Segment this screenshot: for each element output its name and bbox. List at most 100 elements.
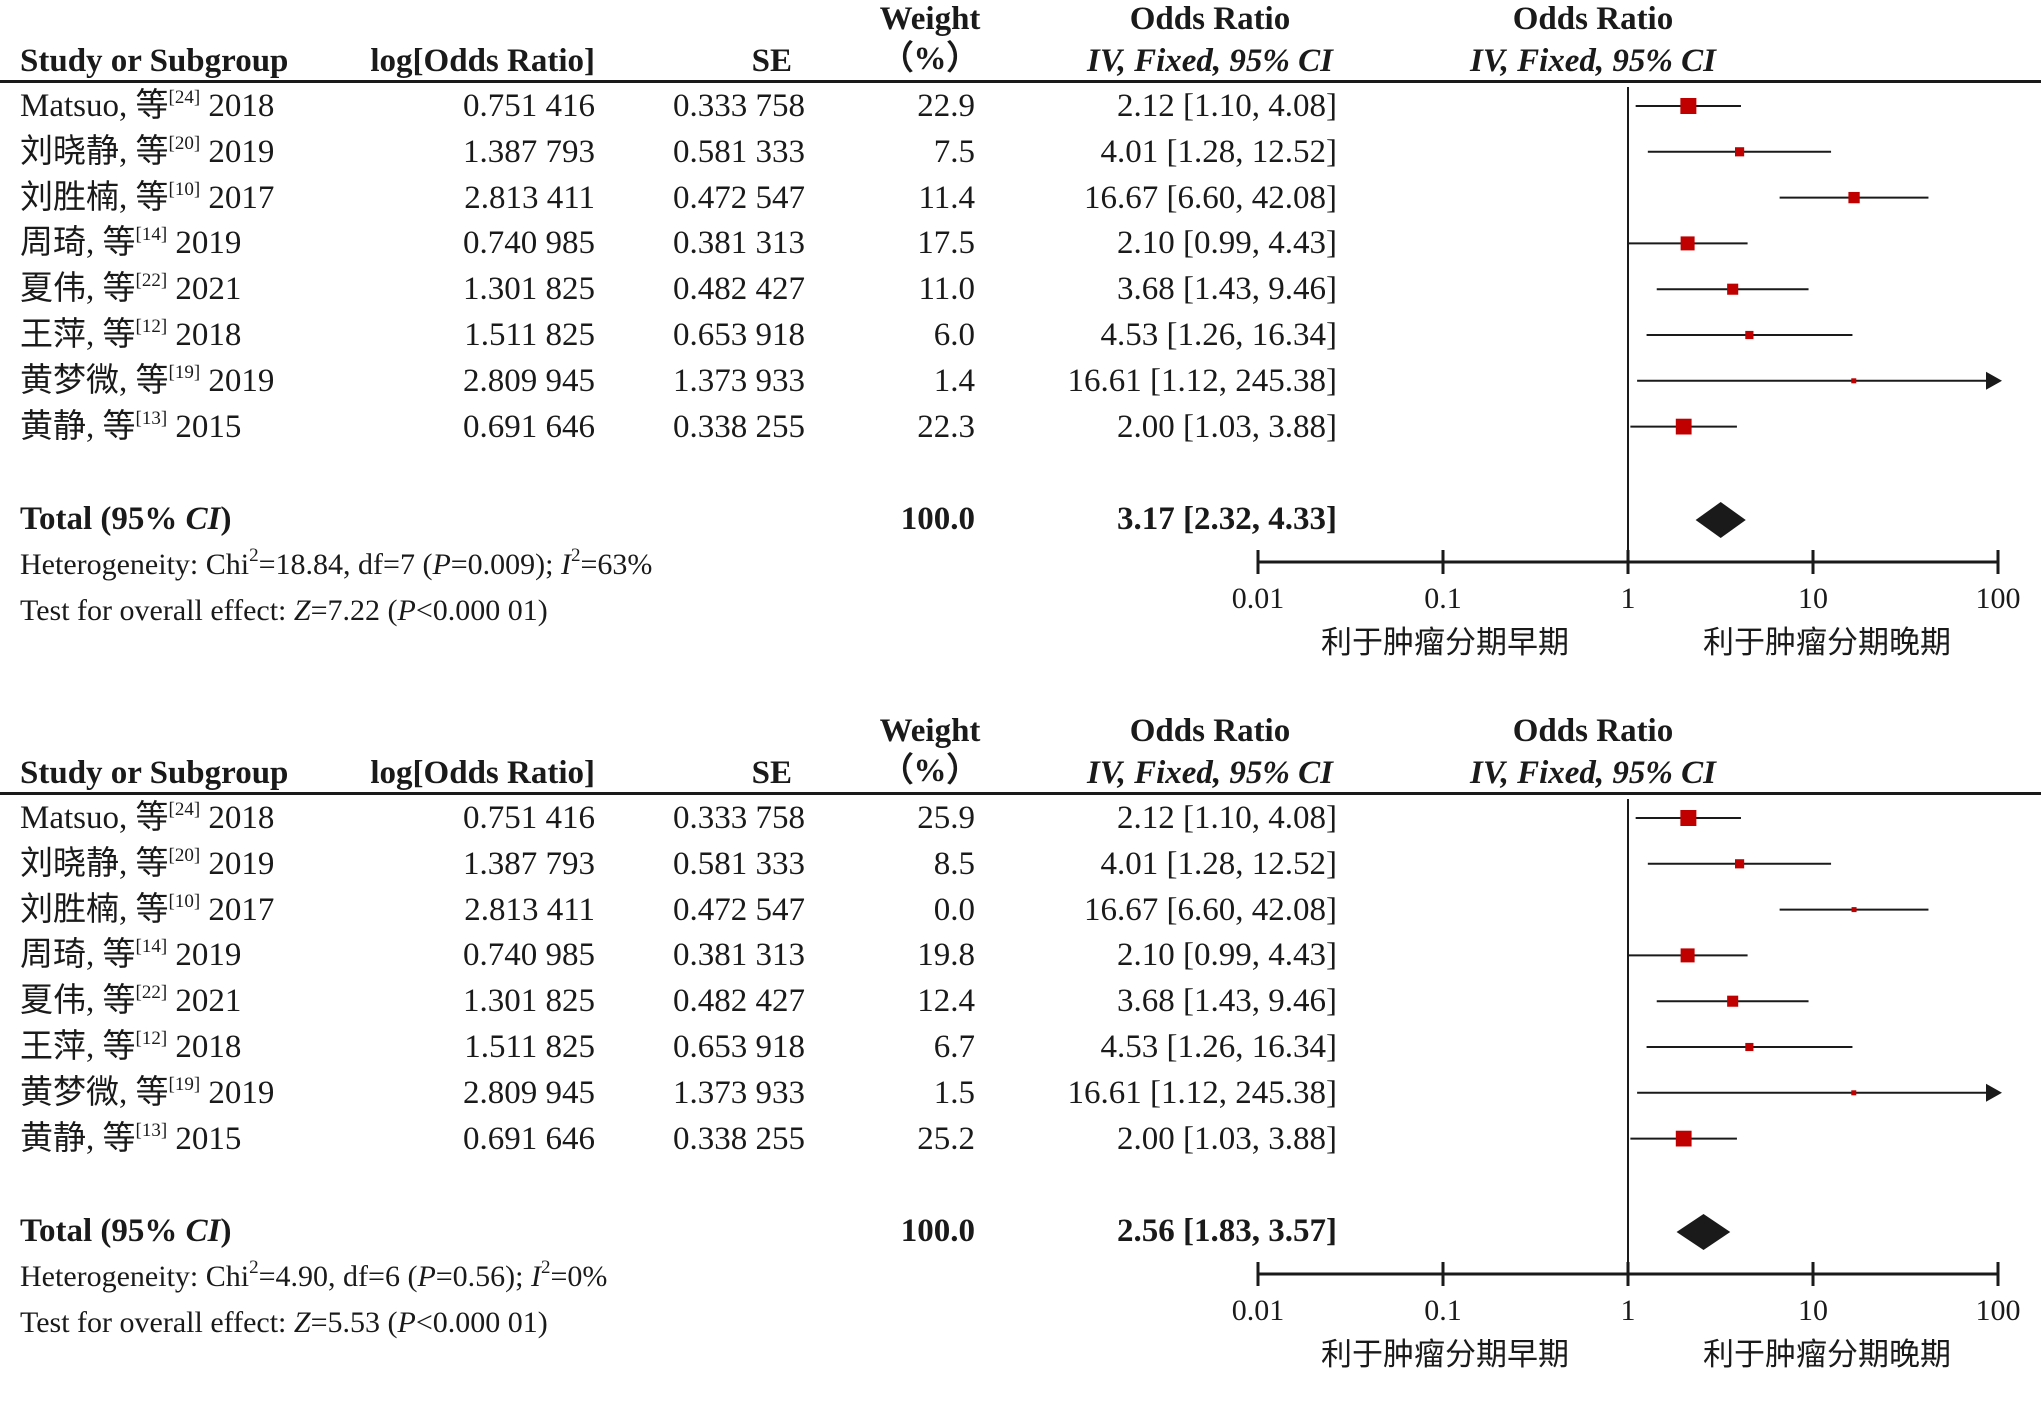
se-value: 0.338 255 xyxy=(673,408,805,445)
study-year: 2019 xyxy=(175,225,242,262)
study-year: 2017 xyxy=(208,891,275,928)
study-year: 2019 xyxy=(208,362,275,399)
study-name: Matsuo, 等[24] 2018 xyxy=(20,87,274,125)
study-author: 夏伟, 等 xyxy=(20,271,136,308)
study-reference: [12] xyxy=(135,316,168,337)
study-year: 2018 xyxy=(208,88,275,124)
study-year: 2018 xyxy=(175,317,242,353)
se-value: 0.581 333 xyxy=(673,133,805,170)
study-marker xyxy=(1675,418,1692,435)
study-reference: [12] xyxy=(135,1028,168,1049)
study-author: Matsuo, 等 xyxy=(20,88,169,124)
het-prefix: Heterogeneity: Chi xyxy=(20,1260,250,1293)
or-ci-value: 2.12 [1.10, 4.08] xyxy=(1117,88,1337,124)
total-label-ci: CI xyxy=(185,1213,221,1249)
study-name: Matsuo, 等[24] 2018 xyxy=(20,799,274,837)
x-tick-label: 100 xyxy=(1975,1294,2021,1327)
study-header: Study or Subgroup xyxy=(20,755,289,791)
weight-value: 11.4 xyxy=(918,179,975,216)
weight-value: 6.0 xyxy=(933,317,975,353)
log-or-value: 0.751 416 xyxy=(463,800,595,836)
log-or-value: 1.301 825 xyxy=(463,271,595,308)
study-year: 2018 xyxy=(208,800,275,836)
total-label-text: Total (95% xyxy=(20,1213,186,1249)
weight-value: 25.2 xyxy=(917,1120,975,1157)
study-reference: [13] xyxy=(135,407,168,429)
study-name: 刘晓静, 等[20] 2019 xyxy=(20,133,274,171)
study-author: 黄梦微, 等 xyxy=(20,362,169,399)
weight-value: 12.4 xyxy=(917,983,975,1020)
or-header: Odds Ratio xyxy=(1129,1,1291,37)
se-value: 1.373 933 xyxy=(673,1074,805,1111)
study-header: Study or Subgroup xyxy=(20,43,289,79)
se-value: 0.472 547 xyxy=(673,179,805,216)
het-sup: 2 xyxy=(249,545,259,566)
study-name: 王萍, 等[12] 2018 xyxy=(20,1028,241,1066)
log-or-value: 2.813 411 xyxy=(464,179,595,216)
x-tick-label: 10 xyxy=(1798,582,1828,615)
weight-value: 17.5 xyxy=(917,225,975,262)
study-reference: [22] xyxy=(135,270,168,292)
or-header: Odds Ratio xyxy=(1129,713,1291,749)
log-or-value: 0.740 985 xyxy=(463,937,595,974)
study-marker xyxy=(1680,948,1695,963)
weight-value: 1.4 xyxy=(933,362,975,399)
overall-z: Z xyxy=(293,594,311,627)
log-or-value: 0.740 985 xyxy=(463,225,595,262)
total-or-ci: 3.17 [2.32, 4.33] xyxy=(1117,501,1337,537)
study-marker xyxy=(1680,810,1697,826)
study-marker xyxy=(1675,1130,1692,1147)
overall-text1: =5.53 ( xyxy=(310,1306,398,1339)
study-reference: [19] xyxy=(168,361,201,383)
weight-value: 11.0 xyxy=(918,271,975,308)
log-or-header: log[Odds Ratio] xyxy=(370,43,595,79)
study-year: 2021 xyxy=(175,271,242,308)
se-value: 0.338 255 xyxy=(673,1120,805,1157)
weight-value: 7.5 xyxy=(933,133,975,170)
total-or-ci: 2.56 [1.83, 3.57] xyxy=(1117,1213,1337,1249)
study-marker xyxy=(1851,378,1857,384)
overall-effect-text: Test for overall effect: Z=5.53 (P<0.000… xyxy=(20,1304,548,1342)
se-value: 0.472 547 xyxy=(673,891,805,928)
total-label: Total (95% CI) xyxy=(20,500,232,538)
study-author: 夏伟, 等 xyxy=(20,983,136,1020)
log-or-value: 1.387 793 xyxy=(463,133,595,170)
weight-value: 25.9 xyxy=(917,800,975,836)
se-value: 0.482 427 xyxy=(673,271,805,308)
log-or-header: log[Odds Ratio] xyxy=(370,755,595,791)
ci-arrow xyxy=(1986,1083,2002,1102)
x-tick-label: 0.01 xyxy=(1231,1294,1285,1327)
study-name: 黄静, 等[13] 2015 xyxy=(20,1120,241,1158)
het-sup: 2 xyxy=(249,1257,259,1278)
study-reference: [20] xyxy=(168,844,201,866)
overall-p: P xyxy=(397,594,416,627)
or-ci-value: 2.00 [1.03, 3.88] xyxy=(1117,1120,1337,1157)
or-ci-value: 16.67 [6.60, 42.08] xyxy=(1084,891,1337,928)
or-ci-value: 3.68 [1.43, 9.46] xyxy=(1117,271,1337,308)
study-reference: [14] xyxy=(135,224,168,246)
se-value: 1.373 933 xyxy=(673,362,805,399)
or-method-header: IV, Fixed, 95% CI xyxy=(1086,755,1334,791)
overall-text1: =7.22 ( xyxy=(310,594,398,627)
study-year: 2019 xyxy=(208,845,275,882)
study-marker xyxy=(1735,147,1745,157)
study-reference: [10] xyxy=(168,178,201,200)
or-ci-value: 3.68 [1.43, 9.46] xyxy=(1117,983,1337,1020)
weight-header: Weight xyxy=(879,1,981,37)
weight-value: 8.5 xyxy=(933,845,975,882)
weight-unit-header: （%） xyxy=(880,753,980,789)
forest-plot xyxy=(1256,87,2002,574)
or-ci-value: 16.61 [1.12, 245.38] xyxy=(1067,1074,1337,1111)
weight-value: 0.0 xyxy=(933,891,975,928)
study-name: 周琦, 等[14] 2019 xyxy=(20,936,241,974)
weight-value: 1.5 xyxy=(933,1074,975,1111)
study-marker xyxy=(1727,283,1739,295)
study-name: 刘胜楠, 等[10] 2017 xyxy=(20,891,274,929)
het-i: I xyxy=(561,548,572,581)
total-label-text: Total (95% xyxy=(20,501,186,537)
or-ci-value: 4.53 [1.26, 16.34] xyxy=(1100,1029,1337,1065)
overall-p: P xyxy=(397,1306,416,1339)
pooled-diamond xyxy=(1695,502,1746,538)
study-marker xyxy=(1851,907,1857,913)
heterogeneity-text: Heterogeneity: Chi2=4.90, df=6 (P=0.56);… xyxy=(20,1258,607,1296)
